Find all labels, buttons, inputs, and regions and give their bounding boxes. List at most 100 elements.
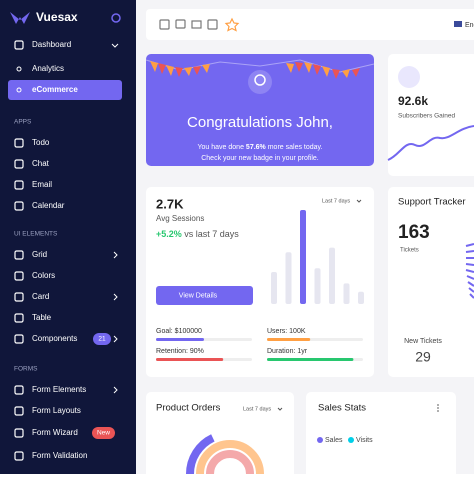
topbar xyxy=(146,9,474,40)
chevron xyxy=(113,251,118,259)
menu-icon xyxy=(14,159,24,169)
menu-icon xyxy=(14,250,24,260)
kebab-dot xyxy=(437,407,439,409)
period-select[interactable]: Last 7 days xyxy=(243,406,271,412)
bar xyxy=(314,268,321,304)
menu-item[interactable]: Grid xyxy=(32,250,47,259)
menu-icon xyxy=(14,292,24,302)
stat-value: 2.7K xyxy=(156,196,184,211)
menu-item[interactable]: Chat xyxy=(32,159,50,168)
menu-item[interactable]: Email xyxy=(32,180,52,189)
badge xyxy=(92,427,115,439)
menu-item[interactable]: Calendar xyxy=(32,201,65,210)
section-label: APPS xyxy=(14,119,32,126)
congrats-card xyxy=(146,54,374,166)
menu-icon xyxy=(14,406,24,416)
menu-item[interactable]: Colors xyxy=(32,271,55,280)
card-title: Product Orders xyxy=(156,403,221,414)
menu-item[interactable]: Form Wizard xyxy=(32,428,78,437)
kebab-dot xyxy=(437,404,439,406)
menu-icon xyxy=(14,138,24,148)
users-icon xyxy=(398,66,420,88)
sessions-card xyxy=(146,187,374,377)
bar xyxy=(358,291,364,304)
flags xyxy=(150,61,360,79)
menu-icon xyxy=(14,40,24,50)
menu-icon xyxy=(14,385,24,395)
menu-icon xyxy=(14,271,24,281)
bar xyxy=(271,272,277,304)
logo xyxy=(10,12,30,24)
subscriber-line xyxy=(387,125,474,161)
menu-item[interactable]: eCommerce xyxy=(32,85,78,94)
goal-bar xyxy=(156,358,224,361)
kebab-dot xyxy=(437,410,439,412)
view-details-button[interactable] xyxy=(156,286,253,305)
menu-item[interactable]: Form Elements xyxy=(32,385,86,394)
chevron xyxy=(113,293,118,301)
badge-text: New xyxy=(97,430,110,437)
congrats-title: Congratulations John, xyxy=(187,114,333,131)
goal-bar xyxy=(156,338,204,341)
congrats-text: Check your new badge in your profile. xyxy=(201,155,319,162)
email-icon[interactable] xyxy=(191,20,202,29)
section-label: FORMS xyxy=(14,366,38,373)
goal-bar xyxy=(267,358,354,361)
brand: Vuesax xyxy=(36,10,78,24)
goal-bar xyxy=(267,338,311,341)
stat-label: Tickets xyxy=(400,248,419,254)
change-text: vs last 7 days xyxy=(182,229,240,239)
legend-entry: Sales xyxy=(325,437,343,444)
menu-icon xyxy=(14,334,24,344)
bar xyxy=(329,247,335,304)
bullet xyxy=(16,87,22,93)
support-radial xyxy=(465,243,474,299)
chevron xyxy=(111,43,119,48)
active-item[interactable] xyxy=(8,80,122,100)
menu-item[interactable]: Todo xyxy=(32,138,50,147)
button-text: View Details xyxy=(179,292,218,299)
sales-card xyxy=(306,392,456,479)
sidebar xyxy=(0,0,136,474)
menu-item[interactable]: Analytics xyxy=(32,64,64,73)
congrats-text: You have done 57.6% more sales today. xyxy=(198,144,323,151)
pin-icon xyxy=(111,13,121,23)
topbar-icons xyxy=(159,17,240,32)
text-part: 57.6% xyxy=(246,144,267,151)
bar xyxy=(343,283,350,304)
legend-entry: Visits xyxy=(356,437,373,444)
goal-label: Users: 100K xyxy=(267,328,306,335)
chevron xyxy=(277,407,283,411)
badge xyxy=(93,333,111,345)
text-part: You have done xyxy=(198,144,246,151)
badge-icon xyxy=(248,70,272,94)
orders-donut xyxy=(186,430,274,475)
stat-label: Avg Sessions xyxy=(156,214,204,223)
change: +5.2% vs last 7 days xyxy=(156,229,239,239)
section-label: UI ELEMENTS xyxy=(14,231,58,238)
menu-item[interactable]: Components xyxy=(32,334,77,343)
menu-item[interactable]: Table xyxy=(32,313,52,322)
card-title: Support Tracker xyxy=(398,197,466,208)
menu-item[interactable]: Form Layouts xyxy=(32,406,81,415)
stat-label: Subscribers Gained xyxy=(398,113,455,120)
goal-label: Goal: $100000 xyxy=(156,328,202,335)
language: Eng xyxy=(465,22,474,29)
chat-icon[interactable] xyxy=(175,19,186,29)
sales-dot xyxy=(317,437,323,443)
visits-dot xyxy=(348,437,354,443)
menu-item[interactable]: Dashboard xyxy=(32,40,71,49)
goal-label: Duration: 1yr xyxy=(267,348,308,355)
menu-item[interactable]: Form Validation xyxy=(32,451,87,460)
stat-value: 92.6k xyxy=(398,94,428,108)
star-icon[interactable] xyxy=(224,17,240,32)
calendar-icon[interactable] xyxy=(207,19,218,30)
period-select[interactable]: Last 7 days xyxy=(322,198,350,204)
todo-icon[interactable] xyxy=(159,19,170,30)
menu-item[interactable]: Card xyxy=(32,292,49,301)
stat-value: 163 xyxy=(398,222,430,243)
menu-icon xyxy=(14,428,24,438)
bar xyxy=(300,210,306,304)
chevron xyxy=(113,386,118,394)
